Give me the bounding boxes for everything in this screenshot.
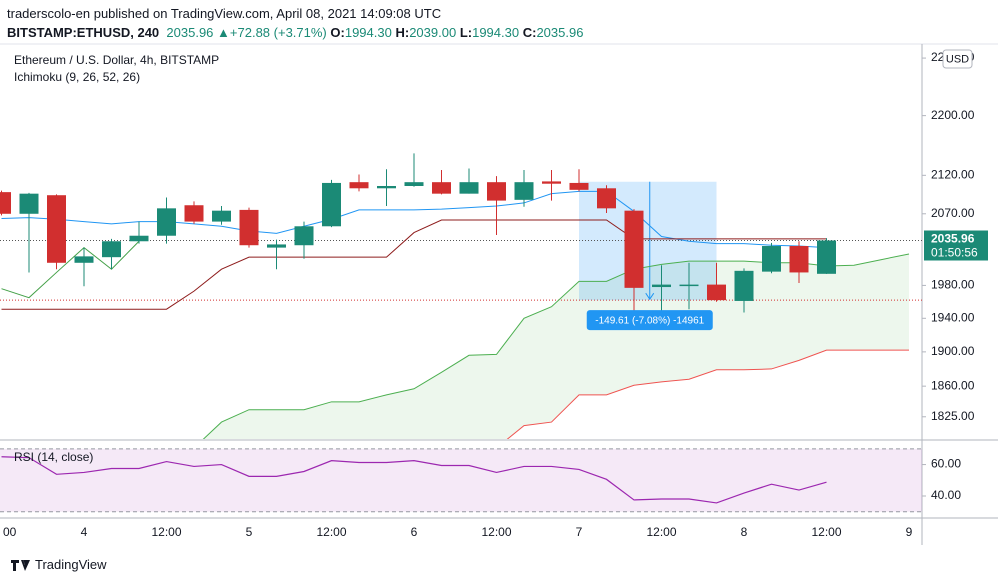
rsi-pane xyxy=(0,448,922,513)
x-tick-label: 12:00 xyxy=(316,525,346,539)
x-tick-label: 8 xyxy=(741,525,748,539)
price: 2035.96 xyxy=(166,25,214,40)
candle-body xyxy=(514,182,534,200)
brand: TradingView xyxy=(35,557,107,572)
candle-body xyxy=(569,182,589,190)
y-tick-label: 2200.00 xyxy=(931,108,975,122)
candle-body xyxy=(652,284,671,288)
y-tick-label: 1940.00 xyxy=(931,310,975,324)
candle-body xyxy=(47,195,66,263)
x-tick-label: 00 xyxy=(3,525,17,539)
rsi-band xyxy=(0,448,922,512)
last-price-box xyxy=(924,230,988,261)
candle-body xyxy=(707,284,726,301)
candle-body xyxy=(212,210,231,222)
x-tick-label: 9 xyxy=(906,525,913,539)
footer: TradingView xyxy=(10,557,107,572)
x-tick-label: 12:00 xyxy=(646,525,676,539)
h: 2039.00 xyxy=(409,25,457,40)
price-pane: -149.61 (-7.08%) -14961 xyxy=(0,153,922,439)
countdown: 01:50:56 xyxy=(931,246,978,260)
candle-body xyxy=(459,182,479,194)
x-tick-label: 4 xyxy=(81,525,88,539)
ohlc: BITSTAMP:ETHUSD, 240 2035.96 ▲+72.88 (+3… xyxy=(7,23,583,42)
measure-label-box xyxy=(586,310,713,331)
candle-body xyxy=(487,182,506,201)
y-tick-label: 1825.00 xyxy=(931,409,975,423)
candle-body xyxy=(267,244,286,248)
candle-body xyxy=(432,182,451,194)
o-label: O: xyxy=(330,25,345,40)
indicator-line xyxy=(1,456,827,504)
candle-body xyxy=(74,256,94,263)
header: traderscolo-en published on TradingView.… xyxy=(7,4,583,42)
y-tick-label: 1900.00 xyxy=(931,344,975,358)
rsi-title: RSI (14, close) xyxy=(14,450,93,464)
up-arrow: ▲ xyxy=(217,25,230,40)
candle-body xyxy=(679,284,699,287)
candle-body xyxy=(404,182,424,186)
indicator-line xyxy=(1,240,140,299)
x-tick-label: 12:00 xyxy=(811,525,841,539)
y-tick-label: 40.00 xyxy=(931,488,961,502)
symbol: BITSTAMP:ETHUSD, 240 xyxy=(7,25,160,40)
candle-body xyxy=(0,192,11,214)
candle-body xyxy=(817,240,836,274)
y-tick-label: 2120.00 xyxy=(931,167,975,181)
candle-body xyxy=(349,182,369,189)
candle-body xyxy=(377,185,396,189)
h-label: H: xyxy=(395,25,410,40)
c: 2035.96 xyxy=(536,25,584,40)
last-price-label: 2035.96 xyxy=(931,232,975,246)
y-tick-label: 1980.00 xyxy=(931,278,975,292)
candle-body xyxy=(102,241,121,258)
y-tick-label: 60.00 xyxy=(931,457,961,471)
indicator-label: Ichimoku (9, 26, 52, 26) xyxy=(14,70,140,84)
candle-body xyxy=(734,270,754,301)
chart-title: Ethereum / U.S. Dollar, 4h, BITSTAMP xyxy=(14,53,219,67)
l-label: L: xyxy=(459,25,473,40)
measure-label: -149.61 (-7.08%) -14961 xyxy=(595,315,704,326)
y-tick-label: 2070.00 xyxy=(931,206,975,220)
change: +72.88 (+3.71%) xyxy=(229,25,327,40)
axes: 1825.00 1860.00 1900.00 1940.00 1980.00 2070.… xyxy=(3,50,988,539)
l: 1994.30 xyxy=(472,25,520,40)
chart: -149.61 (-7.08%) -14961 1825.00 1860.00 19… xyxy=(0,43,998,545)
candle-body xyxy=(19,193,39,214)
x-tick-label: 12:00 xyxy=(151,525,181,539)
candle-body xyxy=(322,182,341,227)
indicator-line xyxy=(506,349,909,439)
candle-body xyxy=(597,188,616,209)
x-tick-label: 5 xyxy=(246,525,253,539)
candle-body xyxy=(789,246,809,273)
x-tick-label: 7 xyxy=(576,525,583,539)
cloud xyxy=(203,253,909,439)
published: traderscolo-en published on TradingView.… xyxy=(7,6,442,21)
candle-body xyxy=(294,226,314,246)
x-tick-label: 6 xyxy=(411,525,418,539)
measure-arrowhead xyxy=(645,292,655,301)
candle-body xyxy=(129,235,149,242)
currency[interactable]: USD xyxy=(946,53,969,65)
candle-body xyxy=(762,246,781,272)
candle-body xyxy=(542,181,561,184)
candle-body xyxy=(624,210,644,288)
candle-body xyxy=(157,208,176,236)
x-tick-label: 12:00 xyxy=(481,525,511,539)
currency-button[interactable] xyxy=(942,49,973,69)
c-label: C: xyxy=(522,25,537,40)
logo xyxy=(11,559,30,571)
o: 1994.30 xyxy=(344,25,392,40)
candle-body xyxy=(184,205,204,222)
candle-body xyxy=(239,209,259,246)
y-tick-label: 1860.00 xyxy=(931,378,975,392)
indicator-line xyxy=(1,219,827,310)
